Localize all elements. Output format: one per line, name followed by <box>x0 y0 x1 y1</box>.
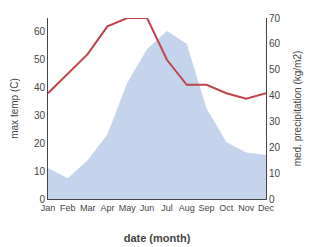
svg-text:0: 0 <box>269 194 275 205</box>
svg-text:20: 20 <box>269 142 281 153</box>
svg-text:Dec: Dec <box>258 203 275 213</box>
svg-text:Jun: Jun <box>140 203 155 213</box>
svg-text:Aug: Aug <box>179 203 195 213</box>
svg-text:med. precipitation (kg/m2): med. precipitation (kg/m2) <box>292 51 303 167</box>
svg-text:Feb: Feb <box>60 203 76 213</box>
svg-text:Jul: Jul <box>161 203 173 213</box>
svg-text:20: 20 <box>34 138 46 149</box>
svg-text:10: 10 <box>269 168 281 179</box>
svg-text:60: 60 <box>34 26 46 37</box>
svg-text:50: 50 <box>269 64 281 75</box>
svg-text:50: 50 <box>34 54 46 65</box>
svg-text:Jan: Jan <box>41 203 56 213</box>
svg-text:60: 60 <box>269 38 281 49</box>
svg-text:Nov: Nov <box>238 203 255 213</box>
svg-text:30: 30 <box>269 116 281 127</box>
svg-text:Mar: Mar <box>80 203 96 213</box>
svg-text:Oct: Oct <box>219 203 234 213</box>
svg-text:40: 40 <box>269 90 281 101</box>
svg-text:max temp (C): max temp (C) <box>9 78 20 139</box>
svg-text:Apr: Apr <box>100 203 114 213</box>
svg-text:Sep: Sep <box>199 203 215 213</box>
svg-text:0: 0 <box>39 194 45 205</box>
svg-text:40: 40 <box>34 82 46 93</box>
svg-text:date (month): date (month) <box>124 232 191 244</box>
svg-text:May: May <box>119 203 137 213</box>
svg-text:70: 70 <box>269 13 281 24</box>
svg-text:30: 30 <box>34 110 46 121</box>
svg-text:10: 10 <box>34 166 46 177</box>
